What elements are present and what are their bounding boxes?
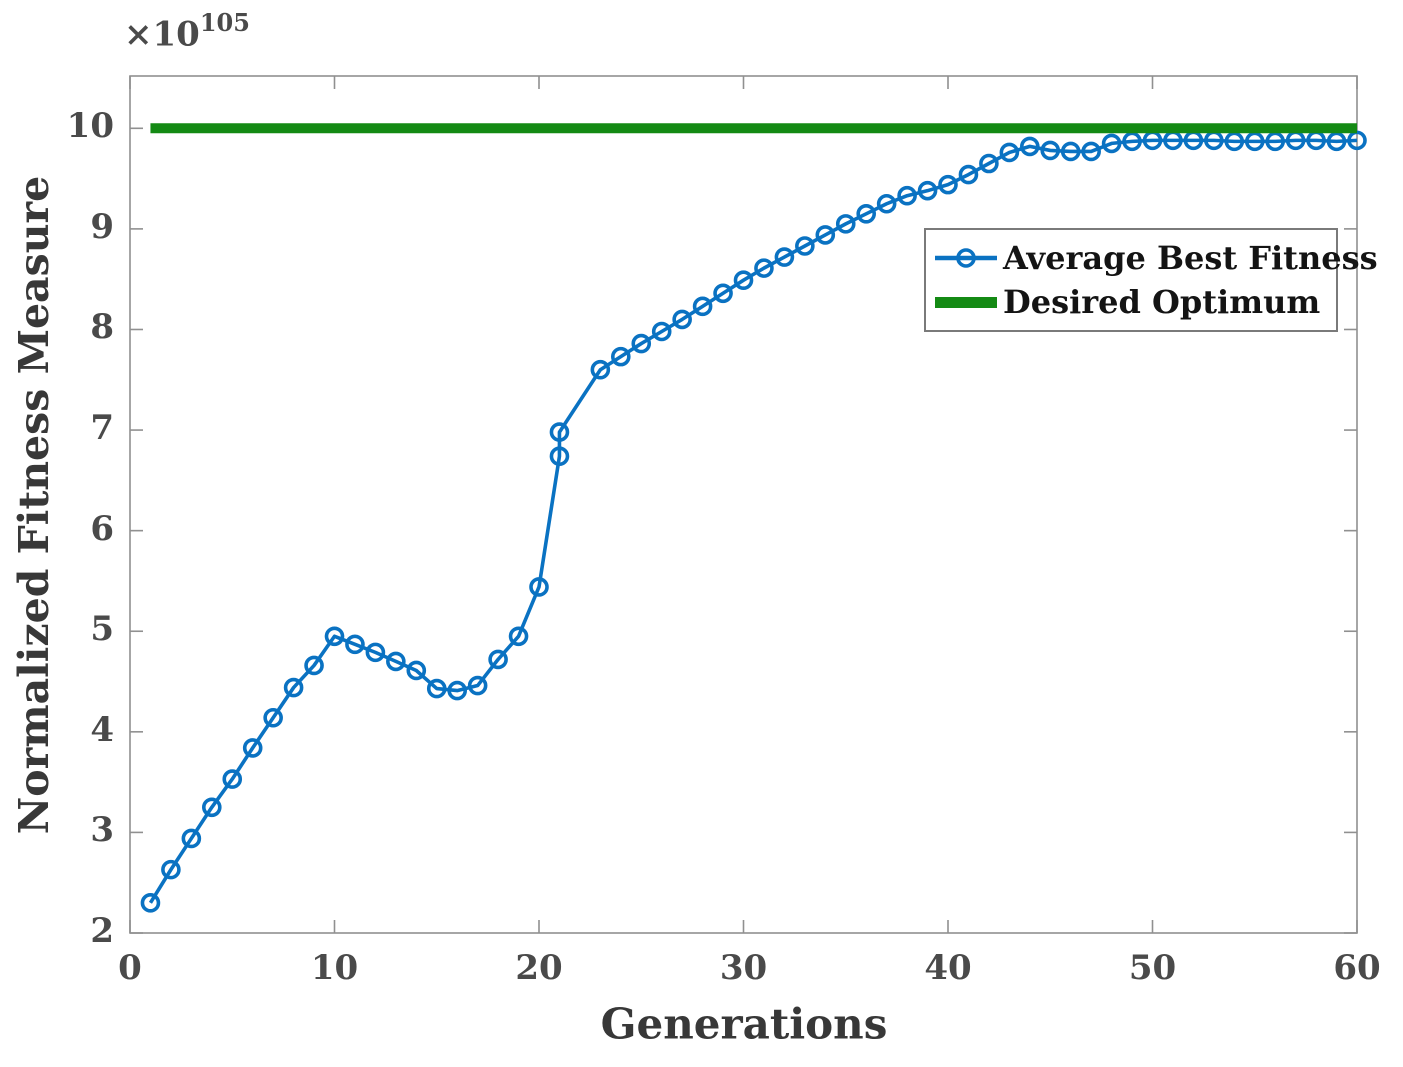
y-tick-label: 4 (90, 709, 114, 750)
series-line-0 (148, 138, 1358, 904)
series-marker (897, 185, 917, 206)
exponent-prefix: ×10 (124, 14, 200, 55)
series-marker (876, 193, 897, 214)
series-marker (345, 634, 365, 655)
series-marker (529, 577, 549, 597)
x-axis-label: Generations (600, 999, 888, 1049)
legend-label: Desired Optimum (1003, 283, 1321, 322)
series-marker (181, 828, 202, 849)
series-marker (815, 225, 836, 245)
series-marker (590, 359, 611, 380)
y-tick-label: 5 (90, 609, 114, 650)
x-tick-label: 50 (1128, 948, 1177, 988)
series-marker (1081, 141, 1101, 162)
legend-line-sample-icon (935, 297, 997, 309)
series-marker (202, 797, 222, 818)
series-marker (263, 707, 283, 728)
y-tick-label: 8 (90, 307, 114, 348)
legend-item-average-best-fitness: Average Best Fitness (934, 239, 1378, 277)
series-marker (651, 321, 672, 342)
y-tick-label: 10 (66, 106, 114, 147)
series-marker (1020, 136, 1040, 157)
x-tick-label: 30 (719, 948, 768, 988)
series-marker (1122, 131, 1142, 152)
series-marker (795, 236, 815, 256)
series-marker (1326, 131, 1347, 152)
series-marker (1040, 140, 1061, 161)
series-marker (774, 247, 795, 267)
series-marker (365, 642, 386, 663)
series-marker (406, 660, 427, 681)
series-marker (1244, 131, 1265, 152)
series-marker (549, 422, 570, 442)
series-marker (631, 333, 652, 354)
series-marker (161, 859, 181, 880)
series-marker (610, 346, 631, 367)
series-marker (324, 626, 345, 647)
series-marker (426, 678, 447, 699)
series-marker (242, 738, 263, 758)
series-marker (856, 204, 877, 224)
series-marker (754, 258, 774, 278)
series-marker (467, 675, 488, 696)
x-tick-label: 60 (1333, 948, 1381, 988)
y-axis-label: Normalized Fitness Measure (10, 175, 58, 835)
y-tick-label: 7 (90, 408, 114, 449)
legend-sample-circle (956, 247, 976, 268)
legend-sample-rect (935, 297, 997, 309)
x-tick-label: 0 (118, 948, 142, 988)
y-tick-label: 2 (90, 911, 114, 951)
series-marker (1224, 131, 1245, 152)
series-marker (488, 649, 508, 670)
series-marker (549, 446, 570, 467)
series-marker (222, 769, 243, 789)
legend: Average Best Fitness Desired Optimum (924, 228, 1378, 332)
x-tick-label: 40 (924, 948, 972, 988)
series-marker (713, 283, 733, 304)
series-marker (1101, 133, 1122, 154)
series-marker (958, 164, 979, 185)
plot-border (129, 75, 1358, 934)
series-marker (917, 180, 938, 201)
series-marker (979, 153, 999, 174)
x-tick-label: 20 (515, 948, 563, 988)
series-marker (835, 214, 856, 234)
series-marker (999, 142, 1020, 163)
series-marker (1060, 141, 1081, 162)
exponent-power: 105 (199, 8, 250, 37)
series-marker (283, 677, 304, 698)
series-marker (386, 651, 406, 672)
y-tick-label: 9 (90, 206, 114, 247)
series-marker (1265, 131, 1285, 152)
y-tick-label: 6 (90, 508, 114, 549)
y-axis-exponent: ×10105 (124, 8, 250, 55)
x-tick-label: 10 (310, 948, 359, 988)
series-marker (938, 174, 958, 195)
legend-label: Average Best Fitness (1003, 238, 1378, 277)
series-marker (508, 626, 529, 647)
y-tick-label: 3 (90, 810, 114, 851)
series-marker (692, 296, 713, 317)
series-marker (447, 680, 468, 701)
series-marker (304, 655, 324, 676)
legend-line-marker-sample-icon (935, 247, 997, 268)
series-marker (672, 309, 692, 330)
legend-item-desired-optimum: Desired Optimum (934, 283, 1336, 321)
series-marker (140, 893, 161, 913)
series-marker (733, 270, 754, 290)
